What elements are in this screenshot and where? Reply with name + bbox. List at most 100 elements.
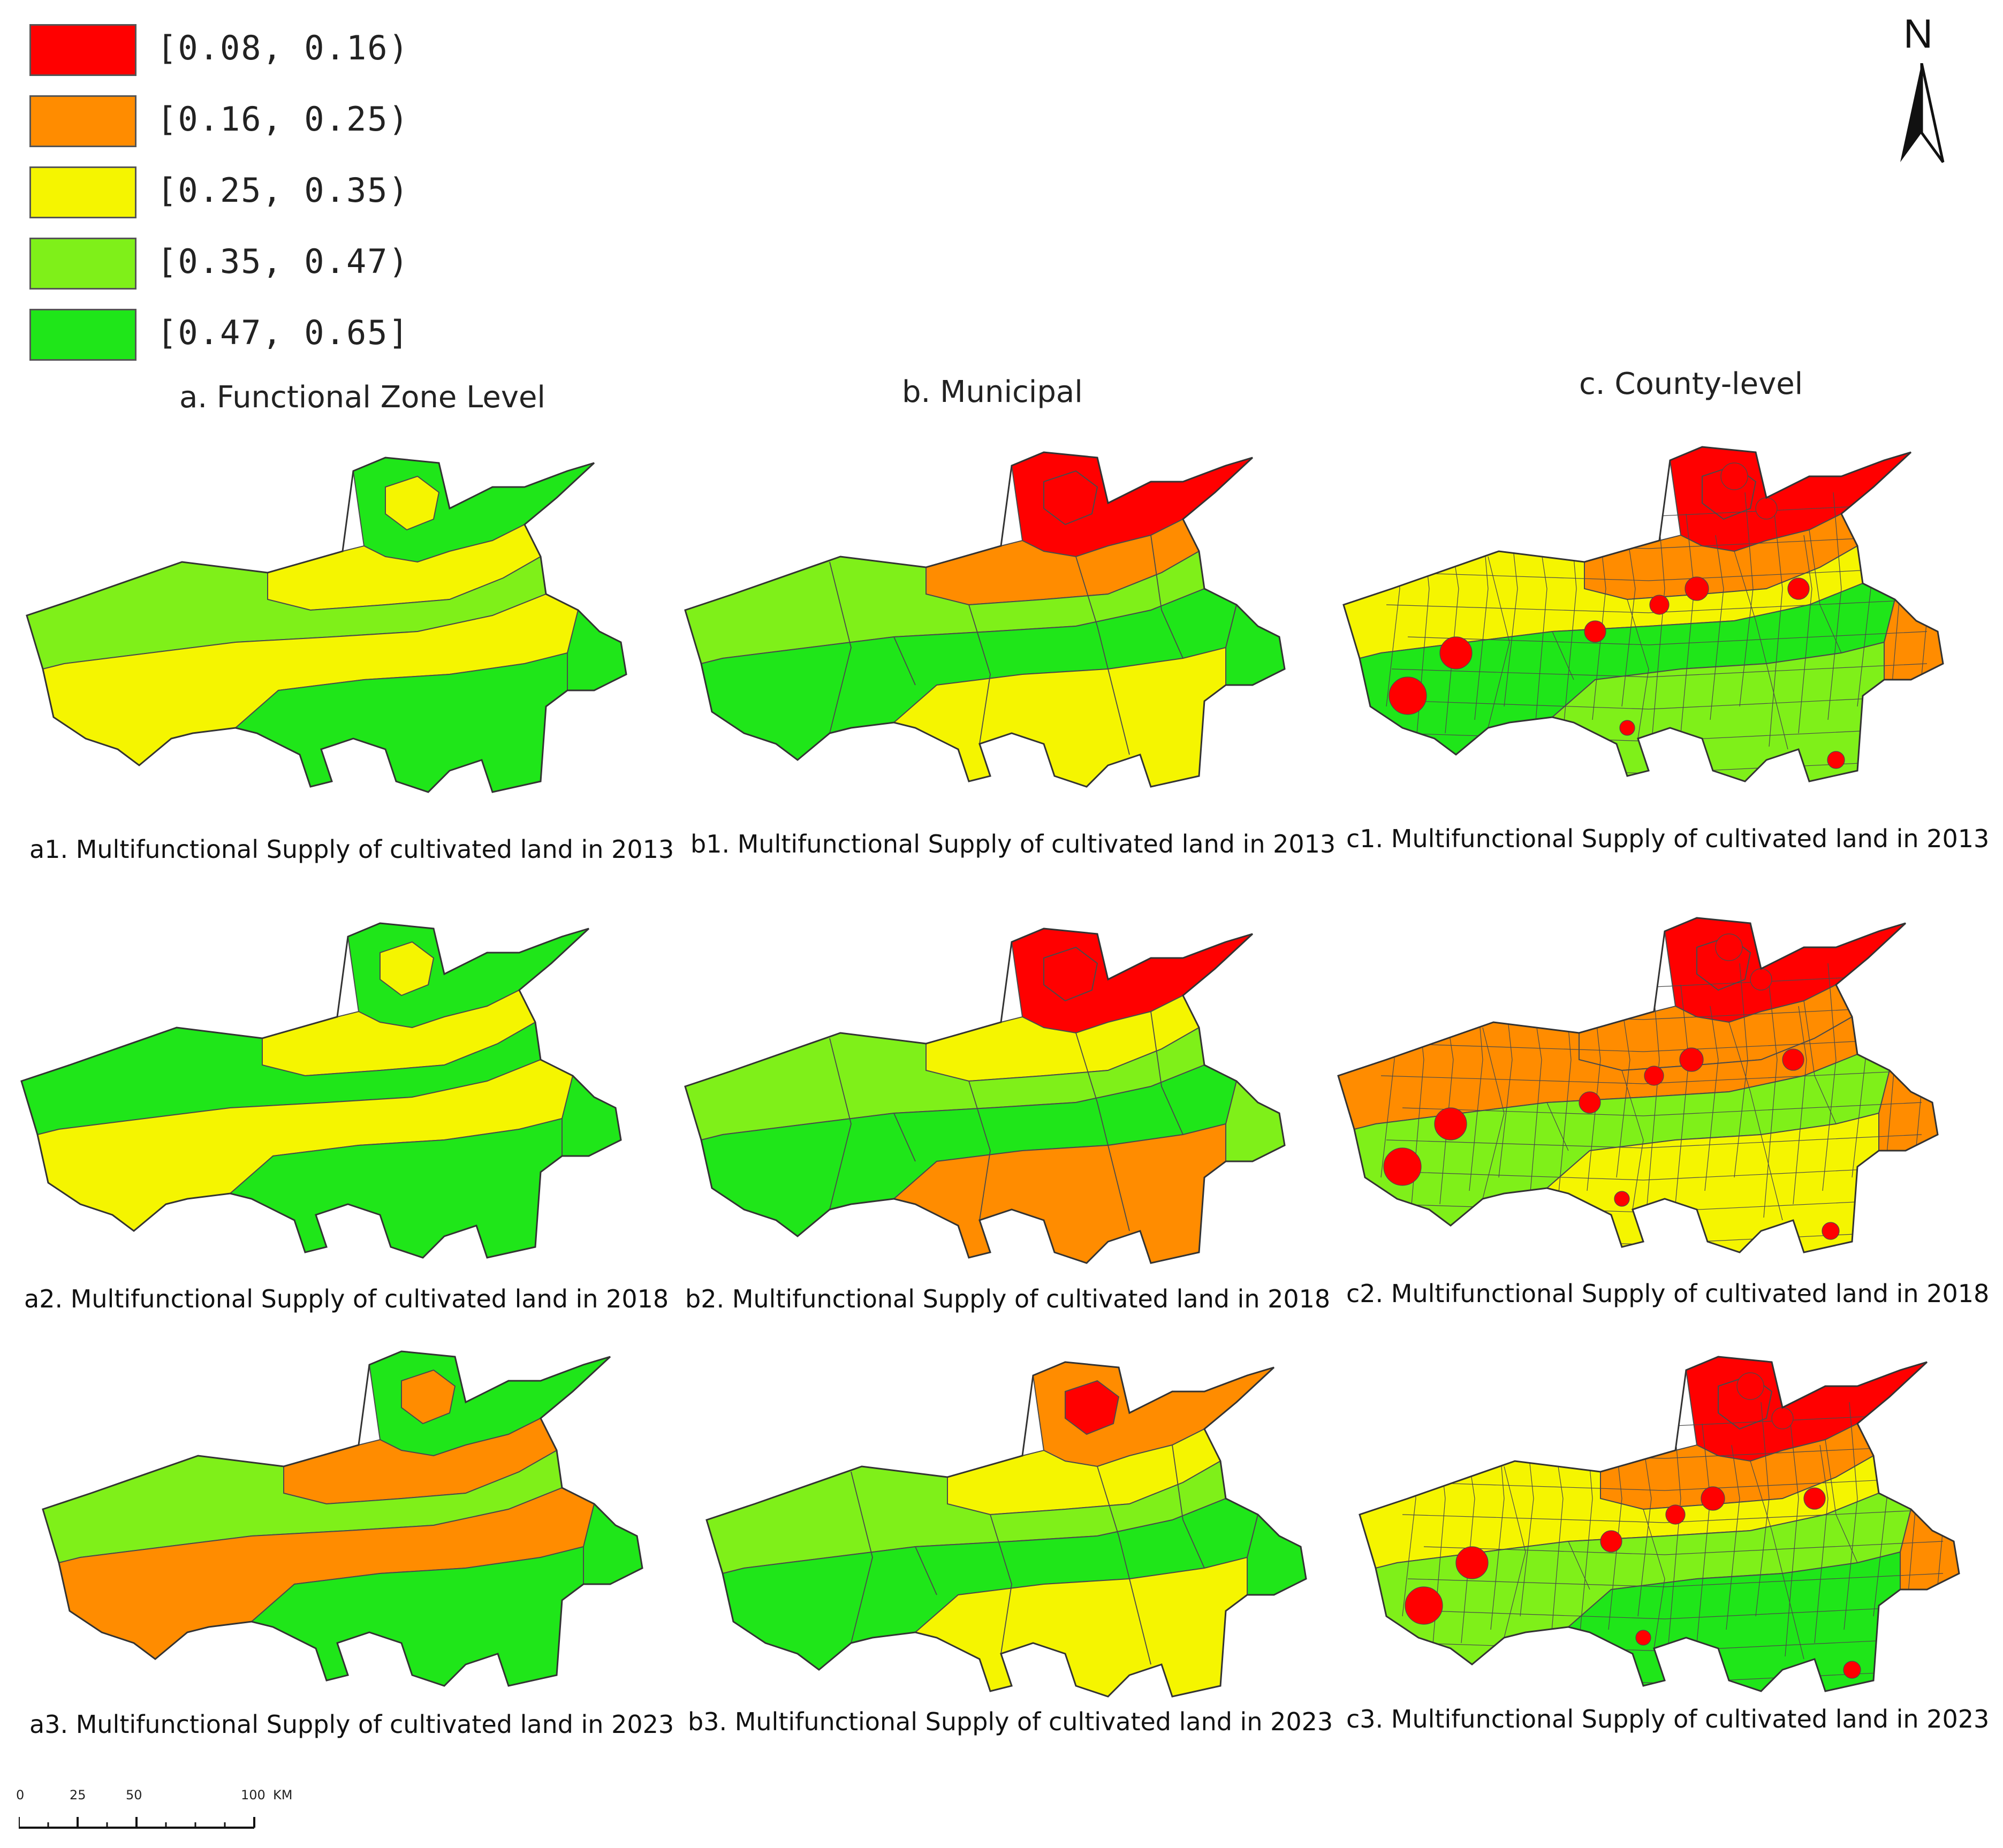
province-outline: [1337, 917, 1939, 1253]
legend-item: [0.35, 0.47): [29, 238, 511, 296]
choropleth-svg: [684, 927, 1286, 1264]
legend-swatch: [29, 24, 136, 76]
map-a3: [27, 1333, 680, 1729]
county-hotspot: [1389, 676, 1427, 715]
map-region: [385, 475, 440, 531]
scale-bar-tick-label: 0: [16, 1788, 25, 1803]
legend-item: [0.47, 0.65]: [29, 309, 511, 368]
region-boundary: [1785, 1423, 1799, 1657]
county-hotspot: [1701, 1486, 1725, 1511]
region-boundary: [990, 1514, 1012, 1654]
county-hotspot: [1720, 462, 1748, 490]
region-boundary: [915, 1546, 937, 1595]
region-boundary: [1621, 535, 1636, 707]
region-boundary: [1769, 513, 1783, 747]
scale-bar-tick-label: 50: [126, 1788, 142, 1803]
region-boundary: [1413, 695, 1928, 710]
region-boundary: [1843, 1402, 1858, 1630]
region-boundary: [1916, 492, 1930, 734]
county-hotspot: [1383, 1147, 1422, 1186]
map-c2: [1322, 899, 1975, 1295]
map-caption-b1: b1. Multifunctional Supply of cultivated…: [691, 830, 1336, 858]
map-b3: [691, 1343, 1344, 1739]
region-boundary: [1504, 1466, 1526, 1638]
region-boundary: [1627, 599, 1649, 739]
county-hotspot: [1822, 1222, 1840, 1240]
county-hotspot: [1579, 1091, 1601, 1114]
north-indicator: N: [1884, 11, 1959, 163]
choropleth-svg: [26, 457, 627, 793]
region-boundary: [1734, 551, 1767, 664]
legend-swatch: [29, 309, 136, 361]
choropleth-svg: [20, 922, 622, 1259]
map-c3: [1344, 1338, 1997, 1734]
region-boundary: [829, 1038, 852, 1210]
choropleth-svg: [1337, 917, 1939, 1253]
region-boundary: [1704, 1006, 1719, 1191]
region-boundary: [1763, 984, 1778, 1218]
county-hotspot: [1755, 497, 1778, 520]
map-caption-b3: b3. Multifunctional Supply of cultivated…: [688, 1707, 1333, 1736]
region-boundary: [1407, 1573, 1944, 1587]
province-outline: [20, 922, 622, 1259]
region-boundary: [1418, 1477, 1944, 1491]
legend-label: [0.25, 0.35): [157, 171, 409, 210]
map-c1: [1327, 428, 1981, 824]
province-outline: [705, 1361, 1307, 1698]
region-boundary: [1402, 1102, 1922, 1116]
province-outline: [684, 451, 1286, 788]
region-boundary: [1402, 567, 1928, 581]
map-b1: [669, 434, 1322, 830]
region-boundary: [1380, 1070, 1922, 1084]
region-boundary: [1172, 1444, 1205, 1569]
map-caption-c2: c2. Multifunctional Supply of cultivated…: [1346, 1279, 1990, 1308]
region-boundary: [1726, 1444, 1740, 1630]
region-boundary: [851, 1471, 873, 1644]
map-caption-a2: a2. Multifunctional Supply of cultivated…: [24, 1284, 669, 1313]
column-header-county: c. County-level: [1579, 367, 1803, 401]
scale-bar-graphic: [19, 1817, 255, 1829]
province-outline: [684, 927, 1286, 1264]
region-boundary: [1482, 1027, 1505, 1199]
province-outline: [1359, 1356, 1960, 1692]
region-boundary: [968, 604, 991, 744]
region-boundary: [1075, 1032, 1109, 1146]
region-boundary: [1429, 1605, 1944, 1619]
region-boundary: [1129, 1578, 1151, 1665]
county-hotspot: [1827, 751, 1845, 769]
scale-bar-tick-label: 25: [70, 1788, 86, 1803]
map-caption-c3: c3. Multifunctional Supply of cultivated…: [1346, 1705, 1990, 1733]
column-header-municipal: b. Municipal: [902, 375, 1083, 409]
county-hotspot: [1584, 620, 1606, 643]
choropleth-svg: [705, 1361, 1307, 1698]
county-hotspot: [1649, 595, 1670, 615]
choropleth-svg: [1342, 446, 1944, 782]
legend-label: [0.16, 0.25): [157, 100, 409, 139]
map-caption-a1: a1. Multifunctional Supply of cultivated…: [29, 835, 674, 864]
region-boundary: [1097, 1466, 1130, 1579]
county-hotspot: [1843, 1661, 1861, 1679]
region-boundary: [1423, 1541, 1944, 1555]
region-boundary: [1407, 1166, 1922, 1181]
province-outline: [1342, 446, 1944, 782]
county-hotspot: [1715, 933, 1743, 961]
region-boundary: [1750, 1461, 1783, 1574]
county-hotspot: [1635, 1630, 1651, 1646]
county-hotspot: [1803, 1487, 1826, 1510]
region-boundary: [1822, 963, 1837, 1191]
region-boundary: [1734, 963, 1748, 1178]
region-boundary: [1814, 1444, 1829, 1644]
region-boundary: [893, 636, 916, 686]
choropleth-svg: [1359, 1356, 1960, 1692]
region-boundary: [1386, 1134, 1922, 1149]
county-hotspot: [1869, 1419, 1889, 1439]
map-b2: [669, 910, 1322, 1306]
county-hotspot: [1847, 980, 1868, 1000]
region-boundary: [1397, 1038, 1922, 1052]
map-region: [1065, 1380, 1120, 1435]
region-boundary: [968, 1081, 991, 1221]
map-a2: [5, 904, 658, 1301]
region-boundary: [1755, 1402, 1770, 1617]
region-boundary: [1798, 535, 1812, 734]
legend-label: [0.35, 0.47): [157, 242, 409, 281]
